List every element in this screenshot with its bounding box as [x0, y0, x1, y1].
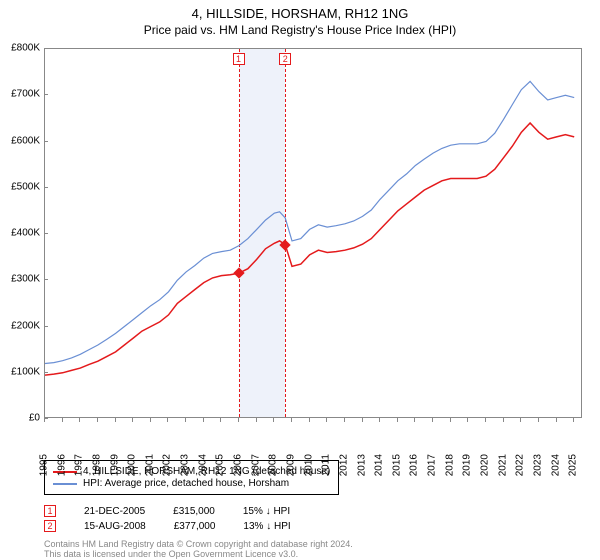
x-tick-label: 2009 [285, 454, 296, 476]
x-tick-label: 2018 [444, 454, 455, 476]
x-tick-label: 2003 [180, 454, 191, 476]
sale-marker-icon: 2 [44, 520, 56, 532]
y-tick-label: £600K [11, 135, 40, 146]
chart-subtitle: Price paid vs. HM Land Registry's House … [0, 23, 600, 37]
x-tick-label: 2016 [409, 454, 420, 476]
chart-container: 4, HILLSIDE, HORSHAM, RH12 1NG Price pai… [0, 0, 600, 560]
x-tick-label: 1995 [39, 454, 50, 476]
sales-row: 2 15-AUG-2008 £377,000 13% ↓ HPI [44, 520, 291, 532]
y-tick-label: £100K [11, 366, 40, 377]
sale-diff: 15% ↓ HPI [243, 506, 290, 517]
x-tick-label: 2011 [321, 454, 332, 476]
chart-title: 4, HILLSIDE, HORSHAM, RH12 1NG [0, 6, 600, 21]
x-tick-label: 2000 [127, 454, 138, 476]
series-layer [45, 49, 583, 419]
x-tick-label: 1996 [56, 454, 67, 476]
x-tick-label: 2021 [497, 454, 508, 476]
y-tick-label: £300K [11, 274, 40, 285]
sale-date: 21-DEC-2005 [84, 506, 145, 517]
x-tick-label: 2017 [427, 454, 438, 476]
legend-item: HPI: Average price, detached house, Hors… [53, 478, 330, 489]
x-tick-label: 2020 [479, 454, 490, 476]
sales-table: 1 21-DEC-2005 £315,000 15% ↓ HPI 2 15-AU… [44, 502, 291, 535]
plot-area: 12 [44, 48, 582, 418]
footnote-line: This data is licensed under the Open Gov… [44, 550, 353, 560]
sale-marker-icon: 1 [44, 505, 56, 517]
x-tick-label: 2012 [338, 454, 349, 476]
x-tick-label: 2010 [303, 454, 314, 476]
y-tick-label: £400K [11, 228, 40, 239]
x-tick-label: 2025 [568, 454, 579, 476]
y-tick-label: £800K [11, 43, 40, 54]
x-tick-label: 1998 [91, 454, 102, 476]
x-tick-label: 2006 [233, 454, 244, 476]
sale-diff: 13% ↓ HPI [243, 521, 290, 532]
legend-label: HPI: Average price, detached house, Hors… [83, 478, 289, 489]
sales-row: 1 21-DEC-2005 £315,000 15% ↓ HPI [44, 505, 291, 517]
footnote: Contains HM Land Registry data © Crown c… [44, 540, 353, 560]
x-tick-label: 2013 [356, 454, 367, 476]
x-tick-label: 2014 [374, 454, 385, 476]
series-line [45, 123, 574, 375]
x-tick-label: 2015 [391, 454, 402, 476]
x-tick-label: 2022 [515, 454, 526, 476]
legend-swatch [53, 483, 77, 485]
x-tick-label: 2024 [550, 454, 561, 476]
x-tick-label: 2001 [144, 454, 155, 476]
y-tick-label: £500K [11, 181, 40, 192]
sale-date: 15-AUG-2008 [84, 521, 146, 532]
x-tick-label: 1997 [74, 454, 85, 476]
x-tick-label: 2019 [462, 454, 473, 476]
x-tick-label: 1999 [109, 454, 120, 476]
y-tick-label: £0 [29, 413, 40, 424]
x-tick-label: 2004 [197, 454, 208, 476]
sale-price: £315,000 [173, 506, 215, 517]
x-tick-label: 2002 [162, 454, 173, 476]
x-tick-label: 2008 [268, 454, 279, 476]
x-tick-label: 2005 [215, 454, 226, 476]
x-tick-label: 2023 [532, 454, 543, 476]
x-tick-label: 2007 [250, 454, 261, 476]
y-tick-label: £700K [11, 89, 40, 100]
series-line [45, 81, 574, 363]
title-block: 4, HILLSIDE, HORSHAM, RH12 1NG Price pai… [0, 0, 600, 37]
y-tick-label: £200K [11, 320, 40, 331]
sale-price: £377,000 [174, 521, 216, 532]
